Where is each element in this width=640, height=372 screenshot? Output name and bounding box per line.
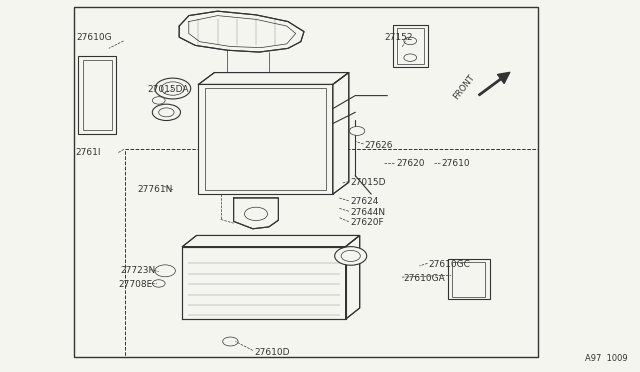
Text: 27015D: 27015D <box>351 178 386 187</box>
Circle shape <box>159 108 174 117</box>
Circle shape <box>155 265 175 277</box>
Circle shape <box>335 247 367 265</box>
Circle shape <box>152 280 165 287</box>
Polygon shape <box>179 11 304 52</box>
Circle shape <box>155 78 191 99</box>
Circle shape <box>341 250 360 262</box>
Text: 27626: 27626 <box>365 141 394 150</box>
Bar <box>83 60 112 130</box>
Text: 27015DA: 27015DA <box>147 85 189 94</box>
Polygon shape <box>333 73 349 194</box>
Text: 27620F: 27620F <box>351 218 385 227</box>
Text: 27610GA: 27610GA <box>403 274 445 283</box>
Circle shape <box>244 207 268 221</box>
Circle shape <box>152 97 165 104</box>
Bar <box>198 84 333 194</box>
Text: 27624: 27624 <box>351 197 379 206</box>
Polygon shape <box>234 198 278 229</box>
Circle shape <box>152 104 180 121</box>
Circle shape <box>161 82 184 95</box>
Bar <box>452 262 485 297</box>
Circle shape <box>404 54 417 61</box>
Text: 27708E: 27708E <box>118 280 153 289</box>
Bar <box>125 149 538 357</box>
Text: 27620: 27620 <box>397 159 426 168</box>
Text: 27761N: 27761N <box>138 185 173 194</box>
Bar <box>205 88 326 190</box>
Circle shape <box>223 337 238 346</box>
Bar <box>74 7 538 357</box>
Text: 27610G: 27610G <box>77 33 113 42</box>
Text: 27152: 27152 <box>384 33 413 42</box>
Circle shape <box>349 126 365 135</box>
Bar <box>397 28 424 64</box>
Bar <box>78 56 116 134</box>
Text: 27610: 27610 <box>442 159 470 168</box>
Polygon shape <box>346 235 360 319</box>
Polygon shape <box>182 235 360 247</box>
Text: FRONT: FRONT <box>452 73 476 102</box>
Text: 2761I: 2761I <box>76 148 101 157</box>
Text: 27610D: 27610D <box>255 348 290 357</box>
FancyArrowPatch shape <box>479 72 510 96</box>
Text: 27723N: 27723N <box>120 266 156 275</box>
Polygon shape <box>182 247 346 319</box>
Text: A97  1009: A97 1009 <box>584 354 627 363</box>
Text: 27644N: 27644N <box>351 208 386 217</box>
Polygon shape <box>198 73 349 84</box>
Bar <box>448 259 490 299</box>
Text: 27610GC: 27610GC <box>429 260 470 269</box>
Circle shape <box>404 37 417 45</box>
Bar <box>393 25 428 67</box>
